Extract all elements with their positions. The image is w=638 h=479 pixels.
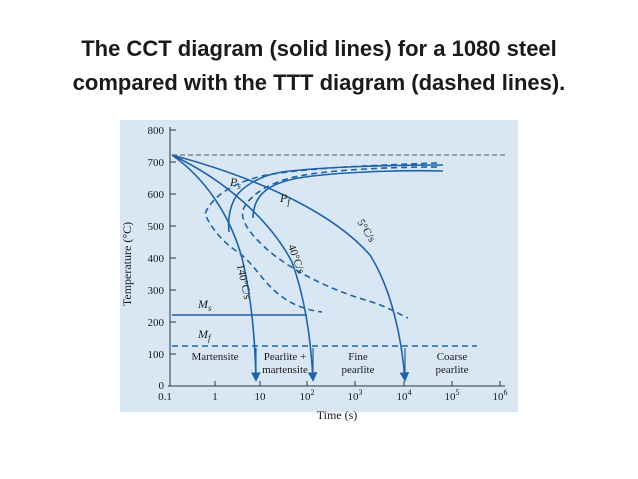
region-coarse-1: Coarse bbox=[437, 351, 468, 363]
y-tick-600: 600 bbox=[148, 189, 165, 201]
cct-start-curve bbox=[227, 164, 444, 233]
mf-label: Mf bbox=[197, 327, 212, 343]
region-pearlite-martensite-1: Pearlite + bbox=[264, 351, 307, 363]
y-tick-700: 700 bbox=[148, 157, 165, 169]
ttt-finish-curve bbox=[241, 166, 438, 319]
region-fine-1: Fine bbox=[348, 351, 368, 363]
x-tick-1: 1 bbox=[212, 391, 218, 403]
cooling-curve-140 bbox=[171, 154, 261, 382]
cct-finish-curve bbox=[252, 169, 444, 219]
x-tick-10e6: 106 bbox=[493, 388, 508, 403]
y-tick-200: 200 bbox=[148, 317, 165, 329]
title-line-1: The CCT diagram (solid lines) for a 1080… bbox=[81, 36, 557, 61]
y-tick-500: 500 bbox=[148, 221, 165, 233]
x-axis-label: Time (s) bbox=[317, 408, 358, 422]
x-tick-10e3: 103 bbox=[348, 388, 363, 403]
ps-label: Ps bbox=[229, 175, 241, 191]
region-coarse-2: pearlite bbox=[436, 364, 469, 376]
y-tick-100: 100 bbox=[148, 349, 165, 361]
y-tick-300: 300 bbox=[148, 285, 165, 297]
x-tick-10: 10 bbox=[255, 391, 267, 403]
slide-title: The CCT diagram (solid lines) for a 1080… bbox=[0, 32, 638, 100]
x-tick-10e5: 105 bbox=[445, 388, 460, 403]
y-axis-label: Temperature (°C) bbox=[120, 222, 134, 306]
y-tick-400: 400 bbox=[148, 253, 165, 265]
y-tick-800: 800 bbox=[148, 125, 165, 137]
pf-label: Pf bbox=[279, 191, 291, 207]
x-tick-0.1: 0.1 bbox=[158, 391, 172, 403]
x-tick-10e2: 102 bbox=[300, 388, 315, 403]
cooling-curve-40 bbox=[171, 154, 318, 382]
region-fine-2: pearlite bbox=[342, 364, 375, 376]
ms-label: Ms bbox=[197, 297, 212, 313]
title-line-2: compared with the TTT diagram (dashed li… bbox=[72, 70, 566, 95]
y-tick-0: 0 bbox=[159, 380, 165, 392]
region-martensite: Martensite bbox=[191, 351, 238, 363]
y-ticks bbox=[170, 129, 176, 355]
region-pearlite-martensite-2: martensite bbox=[262, 364, 308, 376]
cooling-curve-5 bbox=[171, 154, 410, 382]
x-tick-10e4: 104 bbox=[397, 388, 412, 403]
